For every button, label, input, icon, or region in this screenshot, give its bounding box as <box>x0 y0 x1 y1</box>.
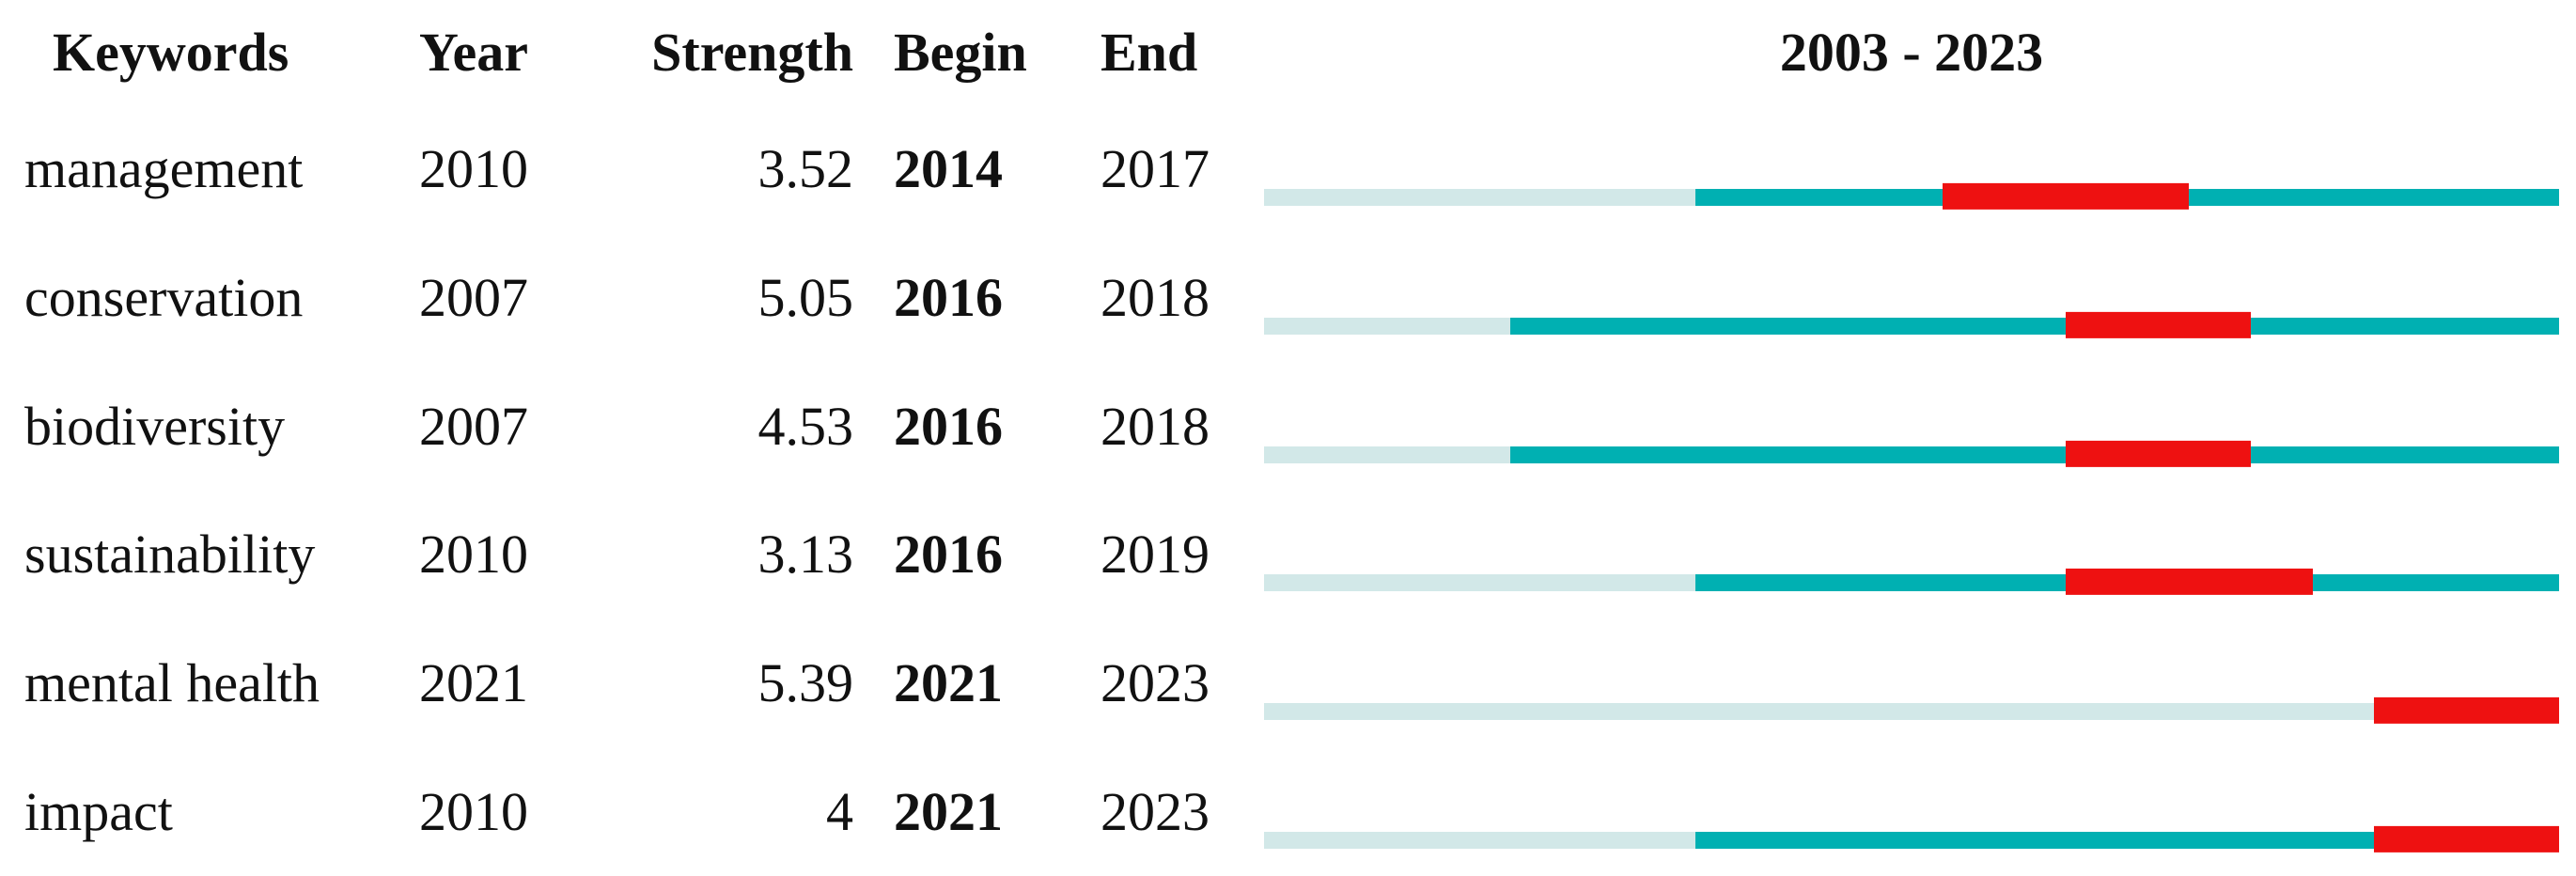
table-row: biodiversity 2007 4.53 2016 2018 <box>0 362 2576 491</box>
table-row: impact 2010 4 2021 2023 <box>0 747 2576 876</box>
active-period-segment <box>1695 574 2067 592</box>
burst-segment <box>2374 696 2559 724</box>
col-header-year: Year <box>419 22 528 83</box>
table-row: mental health 2021 5.39 2021 2023 <box>0 619 2576 748</box>
keyword-cell: mental health <box>24 652 320 714</box>
col-header-end: End <box>1101 22 1198 83</box>
active-period-segment <box>2312 574 2559 592</box>
keyword-cell: management <box>24 138 304 200</box>
col-header-keywords: Keywords <box>53 22 289 83</box>
col-header-begin: Begin <box>894 22 1027 83</box>
burst-timeline-bar <box>1264 440 2559 468</box>
year-cell: 2007 <box>419 395 528 457</box>
keyword-cell: sustainability <box>24 524 316 586</box>
table-row: conservation 2007 5.05 2016 2018 <box>0 234 2576 363</box>
active-period-segment <box>1695 189 1943 207</box>
active-period-segment <box>2250 318 2559 335</box>
keyword-cell: biodiversity <box>24 395 286 457</box>
pre-period-segment <box>1264 318 1511 335</box>
burst-timeline-bar <box>1264 696 2559 725</box>
timeline-range-header: 2003 - 2023 <box>1779 22 2044 83</box>
year-cell: 2010 <box>419 780 528 842</box>
strength-cell: 5.05 <box>757 267 854 328</box>
pre-period-segment <box>1264 189 1696 207</box>
begin-cell: 2021 <box>894 652 1003 714</box>
year-cell: 2010 <box>419 138 528 200</box>
begin-cell: 2016 <box>894 524 1003 586</box>
end-cell: 2019 <box>1101 524 1210 586</box>
burst-timeline-bar <box>1264 311 2559 339</box>
active-period-segment <box>1695 831 2375 849</box>
active-period-segment <box>1510 446 2067 463</box>
active-period-segment <box>2189 189 2559 207</box>
col-header-strength: Strength <box>651 22 853 83</box>
year-cell: 2021 <box>419 652 528 714</box>
burst-segment <box>2066 440 2251 467</box>
begin-cell: 2016 <box>894 395 1003 457</box>
end-cell: 2018 <box>1101 395 1210 457</box>
strength-cell: 5.39 <box>757 652 854 714</box>
begin-cell: 2014 <box>894 138 1003 200</box>
pre-period-segment <box>1264 831 1696 849</box>
table-row: sustainability 2010 3.13 2016 2019 <box>0 491 2576 619</box>
end-cell: 2023 <box>1101 652 1210 714</box>
pre-period-segment <box>1264 574 1696 592</box>
strength-cell: 3.13 <box>757 524 854 586</box>
pre-period-segment <box>1264 703 2375 721</box>
burst-timeline-bar <box>1264 569 2559 596</box>
strength-cell: 3.52 <box>757 138 854 200</box>
burst-segment <box>2374 825 2559 853</box>
year-cell: 2010 <box>419 524 528 586</box>
strength-cell: 4.53 <box>757 395 854 457</box>
burst-segment <box>2066 311 2251 338</box>
end-cell: 2023 <box>1101 780 1210 842</box>
burst-segment <box>1942 183 2190 211</box>
burst-segment <box>2066 569 2313 596</box>
keyword-cell: impact <box>24 780 173 842</box>
begin-cell: 2016 <box>894 267 1003 328</box>
year-cell: 2007 <box>419 267 528 328</box>
keyword-cell: conservation <box>24 267 304 328</box>
pre-period-segment <box>1264 446 1511 463</box>
table-header-row: Keywords Year Strength Begin End 2003 - … <box>0 0 2576 105</box>
table-row: management 2010 3.52 2014 2017 <box>0 105 2576 234</box>
end-cell: 2017 <box>1101 138 1210 200</box>
strength-cell: 4 <box>826 780 853 842</box>
burst-timeline-bar <box>1264 183 2559 211</box>
active-period-segment <box>2250 446 2559 463</box>
burst-timeline-bar <box>1264 825 2559 853</box>
end-cell: 2018 <box>1101 267 1210 328</box>
begin-cell: 2021 <box>894 780 1003 842</box>
active-period-segment <box>1510 318 2067 335</box>
